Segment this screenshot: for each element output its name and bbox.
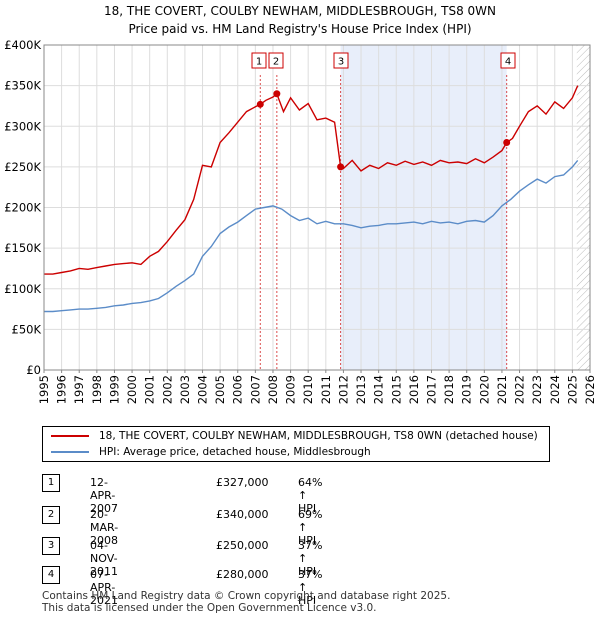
x-tick-label: 2023 [530,375,544,404]
chart-legend: 18, THE COVERT, COULBY NEWHAM, MIDDLESBR… [42,426,550,462]
footer-credits: Contains HM Land Registry data © Crown c… [42,590,450,614]
x-tick-label: 2006 [231,375,245,404]
legend-swatch-property [51,435,89,437]
annotation-box [251,52,267,69]
x-tick-label: 2004 [196,375,210,404]
x-tick-label: 2024 [548,375,562,404]
legend-swatch-hpi [51,451,89,453]
transaction-date: 04-NOV-2011 [90,539,118,578]
transaction-date: 07-APR-2021 [90,568,118,607]
y-tick-label: £350K [4,79,41,93]
transaction-hpi-change: 69% ↑ HPI [298,508,323,547]
y-tick-label: £100K [4,282,41,296]
footer-copyright: Contains HM Land Registry data © Crown c… [42,590,451,602]
sale-point-marker [337,163,345,171]
transaction-price: £280,000 [216,568,269,581]
x-tick-label: 1995 [37,375,51,404]
plot-border [43,44,591,371]
y-tick-label: £400K [4,38,41,52]
x-tick-label: 2026 [583,375,597,404]
x-tick-label: 2022 [513,375,527,404]
property-price-line [44,85,579,275]
legend-item-property: 18, THE COVERT, COULBY NEWHAM, MIDDLESBR… [51,428,538,444]
annotation-box [333,52,349,69]
transaction-hpi-change: 64% ↑ HPI [298,476,323,515]
y-tick-label: £300K [4,119,41,133]
transaction-date: 20-MAR-2008 [90,508,119,547]
x-tick-label: 2016 [407,375,421,404]
x-tick-label: 2002 [160,375,174,404]
y-tick-label: £0 [26,363,41,377]
price-chart: 1 2 3 4 £0 £50K £100K £150K £200K £250K £300K £350K… [4,38,597,404]
x-tick-label: 1997 [72,375,86,404]
transaction-number: 1 [42,474,60,492]
transaction-date: 12-APR-2007 [90,476,118,515]
x-tick-label: 1999 [107,375,121,404]
transaction-price: £340,000 [216,508,269,521]
y-tick-label: £200K [4,201,41,215]
x-tick-label: 2014 [372,375,386,404]
x-tick-label: 2007 [248,375,262,404]
x-tick-label: 2013 [354,375,368,404]
sale-point-marker [256,100,264,108]
x-tick-label: 2015 [389,375,403,404]
x-tick-label: 2019 [460,375,474,404]
footer-licence: This data is licensed under the Open Gov… [42,602,377,614]
transaction-hpi-change: 37% ↑ HPI [298,539,323,578]
x-tick-label: 2021 [495,375,509,404]
x-tick-label: 2020 [477,375,491,404]
x-tick-label: 2000 [125,375,139,404]
annotation-label: 2 [273,57,279,68]
x-tick-label: 2011 [319,375,333,404]
transaction-hpi-change: 37% ↑ HPI [298,568,323,607]
x-tick-label: 2017 [424,375,438,404]
x-tick-label: 2001 [143,375,157,404]
x-tick-label: 1998 [90,375,104,404]
x-tick-label: 2008 [266,375,280,404]
sale-point-marker [273,90,281,98]
hpi-line [44,159,579,313]
y-tick-label: £150K [4,241,41,255]
y-tick-label: £250K [4,160,41,174]
transaction-number: 4 [42,566,60,584]
transaction-number: 2 [42,506,60,524]
chart-title: 18, THE COVERT, COULBY NEWHAM, MIDDLESBR… [103,4,496,18]
x-tick-label: 2012 [336,375,350,404]
x-tick-label: 2003 [178,375,192,404]
x-tick-label: 2018 [442,375,456,404]
transaction-price: £250,000 [216,539,269,552]
annotation-label: 3 [338,57,344,68]
x-tick-label: 2005 [213,375,227,404]
x-tick-label: 1996 [55,375,69,404]
annotation-label: 1 [256,57,262,68]
x-tick-label: 2010 [301,375,315,404]
annotation-box [500,52,516,69]
annotation-label: 4 [505,57,511,68]
chart-subtitle: Price paid vs. HM Land Registry's House … [128,22,472,36]
x-tick-label: 2009 [284,375,298,404]
legend-label-hpi: HPI: Average price, detached house, Midd… [99,446,371,458]
y-tick-label: £50K [12,322,42,336]
legend-item-hpi: HPI: Average price, detached house, Midd… [51,444,371,460]
x-tick-label: 2025 [565,375,579,404]
transaction-number: 3 [42,537,60,555]
legend-label-property: 18, THE COVERT, COULBY NEWHAM, MIDDLESBR… [99,430,538,442]
annotation-box [268,52,284,69]
sale-point-marker [503,139,511,146]
transaction-price: £327,000 [216,476,269,489]
